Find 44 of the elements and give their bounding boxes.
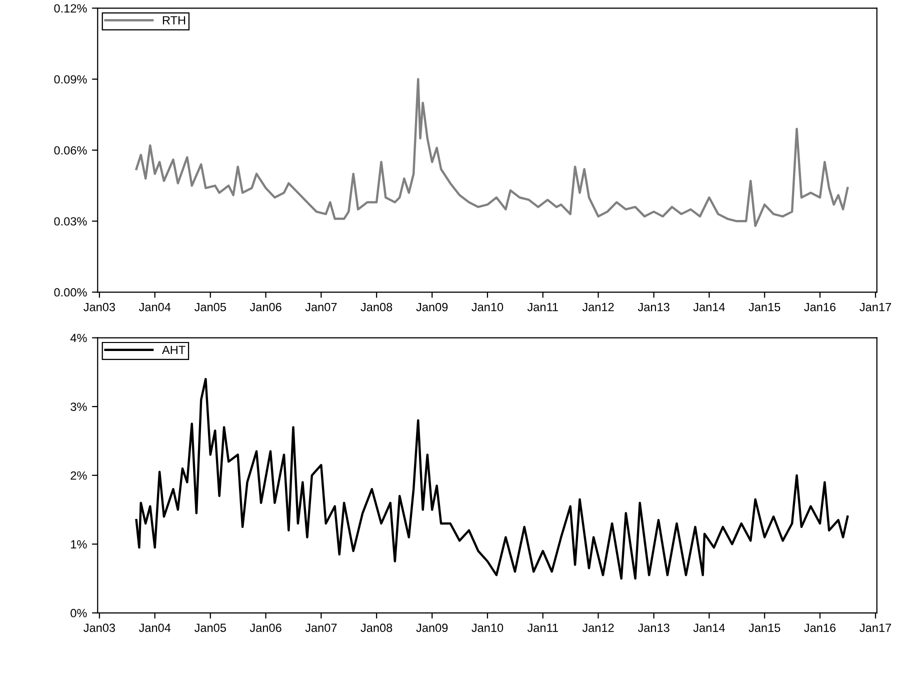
y-tick-label: 3% <box>70 402 87 411</box>
x-tick-label: Jan11 <box>527 303 558 312</box>
y-tick-label: 0% <box>70 608 87 618</box>
x-tick-label: Jan08 <box>360 624 392 632</box>
legend-label: AHT <box>162 346 186 354</box>
x-tick-label: Jan03 <box>84 624 116 632</box>
x-tick-label: Jan04 <box>138 302 171 312</box>
x-tick-label: Jan06 <box>250 302 282 312</box>
x-tick-label: Jan08 <box>360 302 392 312</box>
x-tick-label: Jan14 <box>693 303 725 312</box>
y-tick-label: 1% <box>71 540 87 548</box>
x-tick-label: Jan03 <box>84 302 116 312</box>
y-tick-label: 4% <box>70 334 87 342</box>
x-tick-label: Jan11 <box>527 624 558 632</box>
x-tick-label: Jan16 <box>804 624 836 632</box>
x-tick-label: Jan15 <box>748 624 780 632</box>
y-tick-label: 0.00% <box>54 288 87 297</box>
x-tick-label: Jan06 <box>250 624 282 632</box>
x-tick-label: Jan12 <box>582 624 614 632</box>
x-tick-label: Jan07 <box>305 624 337 632</box>
y-tick-label: 0.03% <box>54 217 87 226</box>
x-tick-label: Jan09 <box>416 302 448 312</box>
y-tick-label: 2% <box>70 471 87 480</box>
x-tick-label: Jan05 <box>194 302 226 312</box>
x-tick-label: Jan13 <box>638 302 670 312</box>
line-series <box>135 378 849 580</box>
x-tick-label: Jan04 <box>138 624 171 632</box>
x-tick-label: Jan10 <box>472 624 504 632</box>
x-tick-label: Jan16 <box>804 302 836 312</box>
x-tick-label: Jan14 <box>693 624 725 632</box>
x-tick-label: Jan15 <box>748 303 780 312</box>
x-tick-label: Jan07 <box>305 302 337 312</box>
x-tick-label: Jan13 <box>638 624 670 632</box>
y-tick-label: 0.06% <box>54 146 87 155</box>
y-tick-label: 0.12% <box>54 4 87 13</box>
x-tick-label: Jan09 <box>416 624 448 632</box>
x-tick-label: Jan17 <box>860 303 892 312</box>
x-tick-label: Jan17 <box>860 624 892 632</box>
x-tick-label: Jan12 <box>582 302 614 312</box>
line-series <box>135 78 849 227</box>
legend-label: RTH <box>162 16 186 24</box>
y-tick-label: 0.09% <box>54 75 87 84</box>
x-tick-label: Jan05 <box>194 624 226 632</box>
x-tick-label: Jan10 <box>472 302 504 312</box>
